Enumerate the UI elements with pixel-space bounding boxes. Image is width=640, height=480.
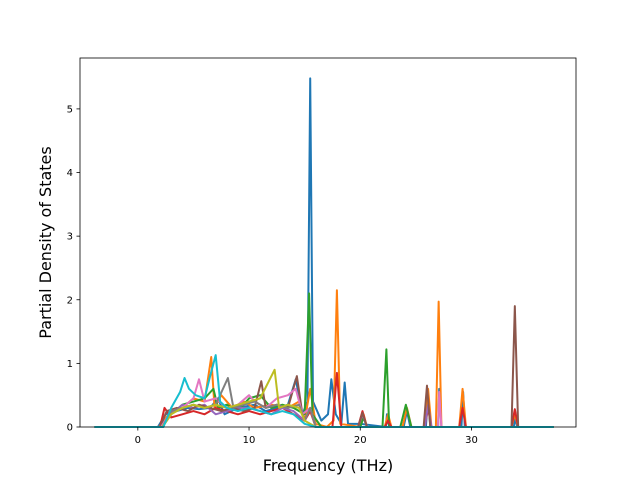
y-tick-label: 3: [67, 232, 73, 243]
x-tick-label: 10: [243, 435, 256, 446]
y-tick-label: 4: [67, 168, 73, 179]
x-tick-label: 30: [465, 435, 478, 446]
series-line-10: [94, 354, 554, 428]
series-line-3: [94, 292, 554, 428]
x-tick-label: 0: [135, 435, 141, 446]
y-tick-label: 5: [67, 104, 73, 115]
y-tick-label: 0: [67, 423, 73, 434]
y-tick-label: 2: [67, 295, 73, 306]
y-axis-label: Partial Density of States: [36, 146, 55, 338]
y-tick-label: 1: [67, 359, 73, 370]
ticks-layer: 0 10 20 30 0 1 2 3 4 5: [67, 104, 478, 446]
plot-frame: [79, 57, 577, 428]
x-tick-label: 20: [354, 435, 367, 446]
series-line-9: [94, 368, 554, 428]
x-axis-label: Frequency (THz): [263, 456, 393, 475]
series-layer: [94, 77, 554, 428]
